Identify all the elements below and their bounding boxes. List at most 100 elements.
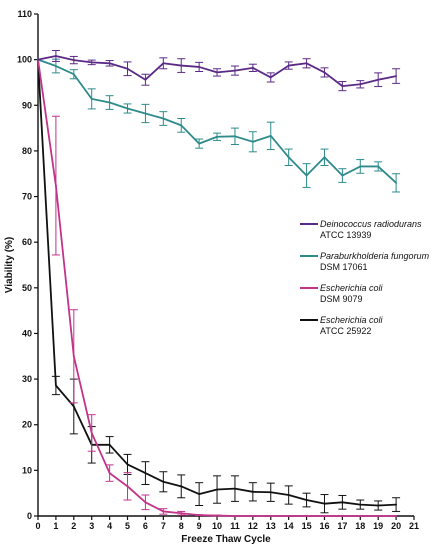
data-point (251, 66, 254, 69)
data-point (108, 443, 111, 446)
data-point (180, 512, 183, 515)
data-point (287, 515, 290, 517)
x-tick-label: 20 (391, 521, 401, 531)
data-point (234, 135, 236, 138)
data-point (323, 502, 326, 505)
data-point (72, 355, 75, 358)
y-axis-title: Viability (%) (4, 237, 15, 294)
y-tick-label: 20 (22, 420, 32, 430)
x-tick-label: 6 (143, 521, 148, 531)
y-tick-label: 60 (22, 237, 32, 247)
data-point (126, 463, 129, 466)
data-point (377, 165, 380, 168)
y-tick-label: 100 (17, 55, 32, 65)
x-tick-label: 0 (35, 521, 40, 531)
data-point (90, 432, 93, 434)
data-point (287, 64, 290, 67)
legend-sublabel: DSM 17061 (320, 262, 368, 272)
data-point (341, 174, 344, 177)
x-tick-label: 7 (161, 521, 166, 531)
data-point (55, 55, 57, 57)
data-point (359, 515, 362, 517)
data-point (72, 405, 75, 408)
data-point (162, 480, 165, 483)
data-point (395, 503, 397, 506)
legend-label: Escherichia coli (320, 315, 384, 325)
data-point (377, 78, 380, 81)
data-point (234, 69, 236, 72)
data-point (72, 59, 75, 61)
data-point (162, 62, 165, 65)
data-point (90, 97, 93, 100)
data-point (251, 140, 254, 143)
data-point (90, 61, 93, 64)
data-point (287, 494, 290, 496)
x-tick-label: 2 (71, 521, 76, 531)
data-point (305, 499, 308, 501)
data-point (234, 487, 236, 490)
data-point (126, 485, 129, 488)
x-tick-label: 9 (197, 521, 202, 531)
x-tick-label: 13 (266, 521, 276, 531)
data-point (144, 112, 147, 115)
y-tick-label: 90 (22, 100, 32, 110)
y-tick-label: 70 (22, 192, 32, 202)
data-point (180, 124, 183, 127)
data-point (341, 501, 344, 504)
y-tick-label: 40 (22, 328, 32, 338)
data-point (216, 514, 218, 517)
data-point (180, 485, 183, 488)
data-point (395, 515, 397, 517)
data-point (180, 64, 183, 67)
data-point (144, 472, 147, 475)
data-point (234, 515, 236, 517)
data-point (323, 156, 326, 159)
y-tick-label: 110 (17, 9, 32, 19)
data-point (126, 67, 129, 70)
data-point (198, 514, 201, 516)
data-point (144, 501, 147, 504)
legend-label: Deinococcus radiodurans (320, 219, 422, 229)
data-point (305, 515, 308, 517)
x-tick-label: 4 (107, 521, 112, 531)
data-point (359, 83, 362, 86)
data-point (108, 101, 111, 104)
data-point (269, 515, 272, 517)
series-2 (37, 58, 397, 517)
data-point (341, 515, 344, 517)
data-point (72, 73, 75, 76)
data-point (377, 504, 380, 507)
data-point (216, 488, 218, 491)
x-tick-label: 19 (373, 521, 383, 531)
data-point (55, 65, 57, 67)
x-tick-label: 3 (89, 521, 94, 531)
data-point (251, 490, 254, 493)
data-point (287, 156, 290, 159)
data-point (323, 71, 326, 74)
x-tick-label: 15 (302, 521, 312, 531)
data-point (108, 472, 111, 475)
x-tick-label: 10 (212, 521, 222, 531)
data-point (216, 71, 218, 74)
data-point (126, 107, 129, 110)
data-point (162, 510, 165, 513)
legend-sublabel: DSM 9079 (320, 294, 363, 304)
data-point (198, 142, 201, 145)
data-point (377, 515, 380, 517)
data-point (216, 135, 218, 138)
data-point (55, 384, 57, 387)
series-group (37, 50, 401, 517)
x-tick-label: 5 (125, 521, 130, 531)
data-point (359, 165, 362, 168)
data-point (395, 181, 397, 184)
x-tick-label: 21 (409, 521, 419, 531)
y-tick-label: 10 (22, 465, 32, 475)
series-0 (37, 50, 401, 92)
data-point (251, 515, 254, 517)
data-point (341, 85, 344, 88)
series-line (37, 58, 397, 184)
data-point (162, 117, 165, 120)
